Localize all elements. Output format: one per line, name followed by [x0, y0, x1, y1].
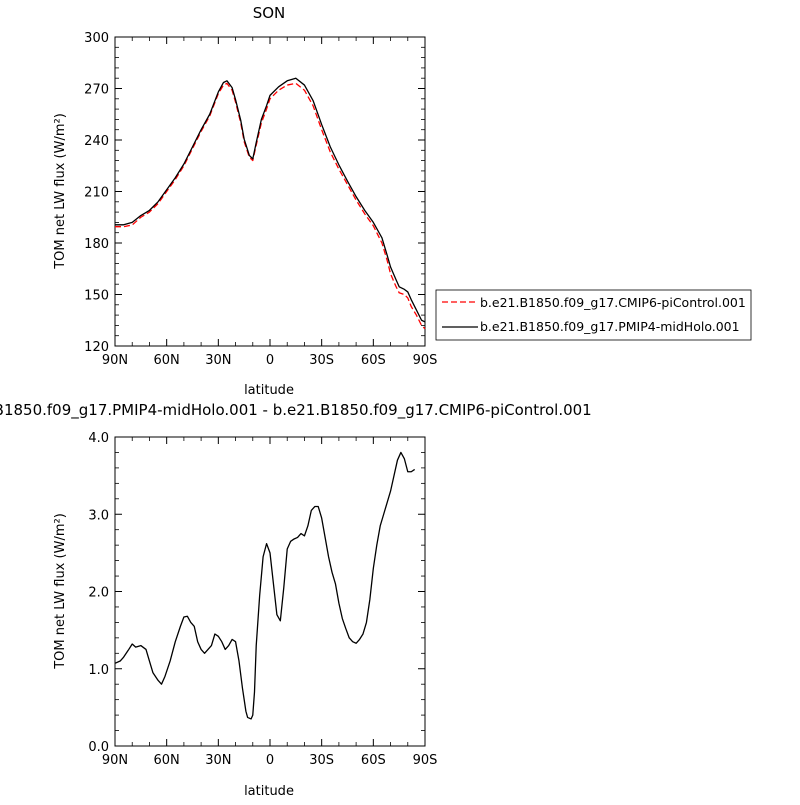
top-y-tick-label: 300: [84, 31, 109, 46]
bottom-x-tick-label: 30N: [205, 753, 231, 768]
bottom-chart-axes: 90N 60N 30N 0 30S 60S 90S 0.0 1.0 2.0 3.0 4.0: [88, 431, 437, 768]
top-x-tick-label: 30N: [205, 353, 231, 368]
top-chart-axes: 90N 60N 30N 0 30S 60S 90S 120 150 180 210 240 270 300: [84, 31, 437, 368]
bottom-x-tick-label: 0: [266, 753, 274, 768]
legend: b.e21.B1850.f09_g17.CMIP6-piControl.001 …: [435, 289, 752, 341]
legend-label-midholo: b.e21.B1850.f09_g17.PMIP4-midHolo.001: [480, 319, 740, 334]
top-series-line-0: [115, 82, 426, 330]
top-chart-xlabel: latitude: [244, 383, 294, 398]
bottom-chart-series: [114, 451, 416, 720]
bottom-x-tick-label: 90N: [102, 753, 128, 768]
top-y-tick-label: 240: [84, 134, 109, 149]
bottom-y-tick-label: 4.0: [88, 431, 109, 446]
top-chart: SON latitude TOM net LW flux (W/m²) 90N 6…: [53, 4, 752, 398]
bottom-y-tick-label: 2.0: [88, 586, 109, 601]
legend-label-picontrol: b.e21.B1850.f09_g17.CMIP6-piControl.001: [480, 295, 746, 310]
bottom-x-tick-label: 60S: [361, 753, 386, 768]
bottom-y-tick-label: 0.0: [88, 740, 109, 755]
top-y-tick-label: 120: [84, 340, 109, 355]
top-plot-frame: [114, 36, 426, 347]
top-series-line-1: [115, 77, 426, 323]
top-y-tick-label: 180: [84, 237, 109, 252]
top-x-tick-label: 60N: [154, 353, 180, 368]
bottom-x-tick-label: 30S: [309, 753, 334, 768]
top-chart-series: [115, 77, 426, 330]
top-x-tick-label: 90S: [413, 353, 438, 368]
top-chart-ylabel: TOM net LW flux (W/m²): [53, 113, 68, 270]
bottom-chart-title: b.e21.B1850.f09_g17.PMIP4-midHolo.001 - …: [0, 401, 592, 420]
legend-box: [435, 289, 752, 341]
bottom-chart-ylabel: TOM net LW flux (W/m²): [53, 513, 68, 670]
bottom-plot-frame: [114, 436, 426, 747]
top-chart-title: SON: [253, 4, 286, 22]
bottom-x-tick-label: 90S: [413, 753, 438, 768]
top-y-tick-label: 270: [84, 83, 109, 98]
top-y-tick-label: 210: [84, 186, 109, 201]
bottom-x-tick-label: 60N: [154, 753, 180, 768]
bottom-y-tick-label: 3.0: [88, 508, 109, 523]
top-x-tick-label: 90N: [102, 353, 128, 368]
bottom-chart: b.e21.B1850.f09_g17.PMIP4-midHolo.001 - …: [0, 401, 592, 799]
bottom-chart-xlabel: latitude: [244, 784, 294, 799]
bottom-y-tick-label: 1.0: [88, 663, 109, 678]
top-x-tick-label: 30S: [309, 353, 334, 368]
top-x-tick-label: 60S: [361, 353, 386, 368]
bottom-series-line-0: [114, 451, 416, 720]
top-x-tick-label: 0: [266, 353, 274, 368]
top-y-tick-label: 150: [84, 289, 109, 304]
